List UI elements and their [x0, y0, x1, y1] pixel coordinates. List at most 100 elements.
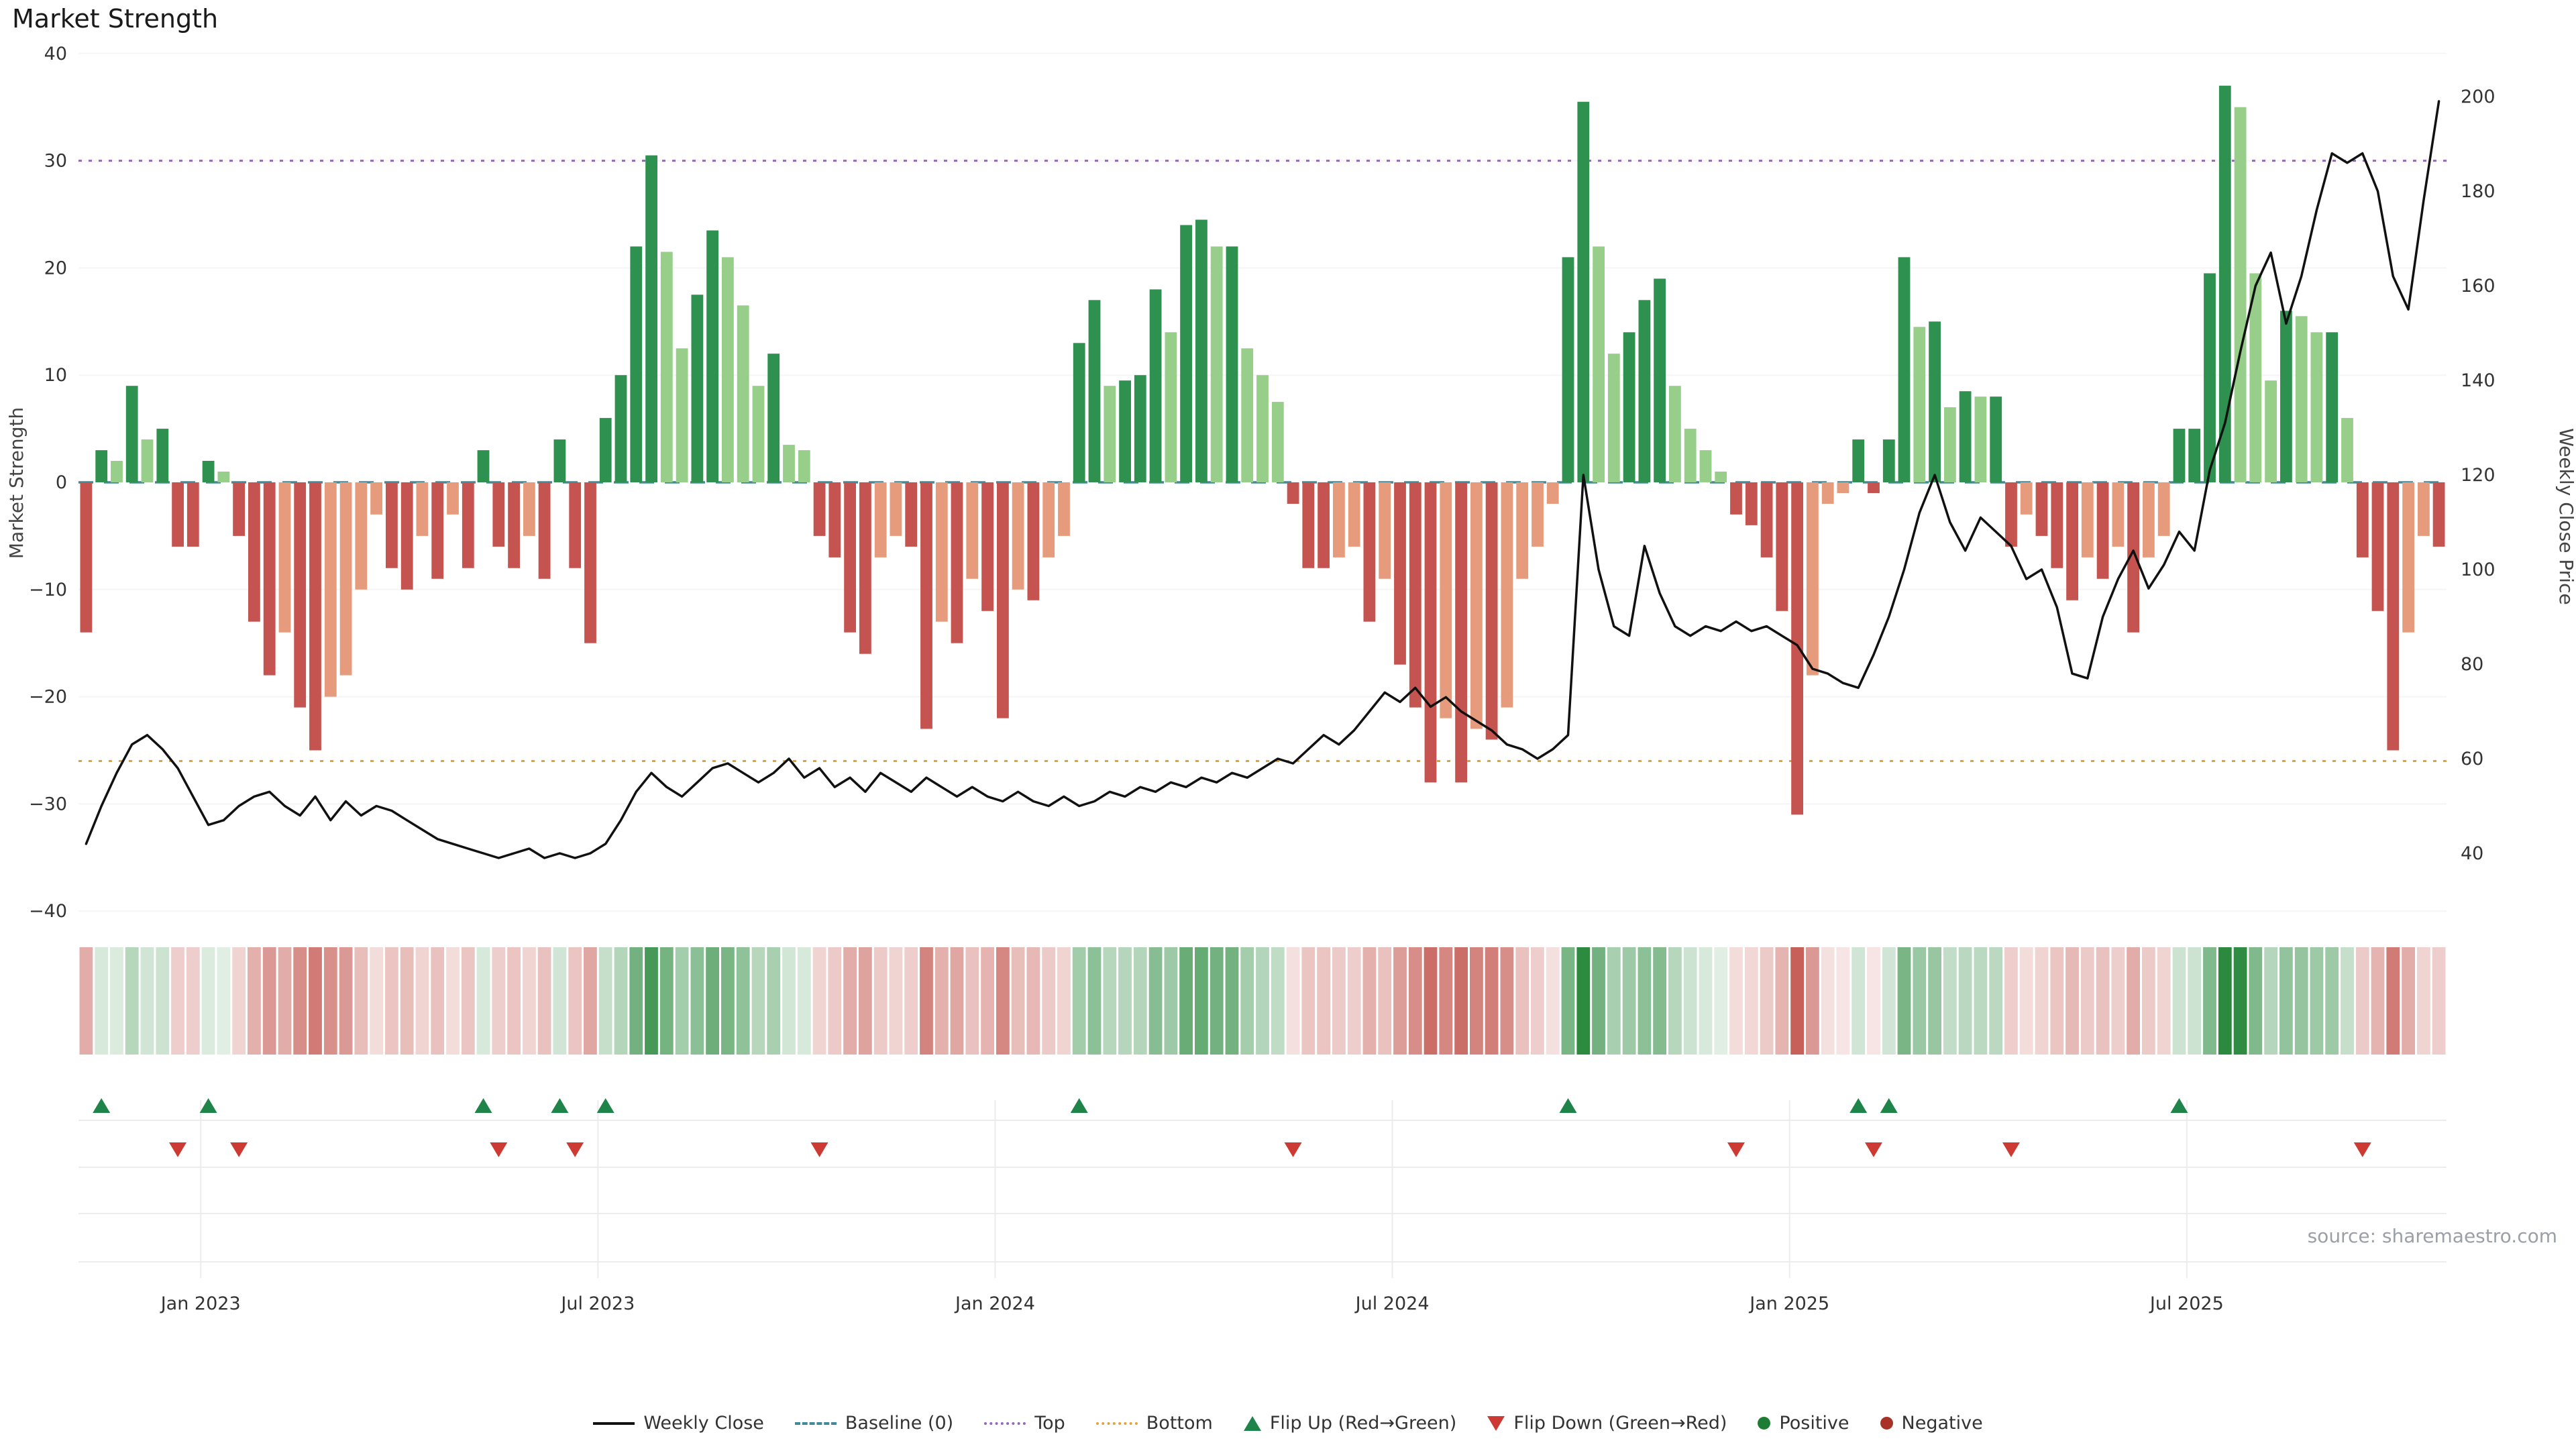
heatmap-cell — [1026, 947, 1040, 1055]
strength-bar — [1104, 386, 1116, 482]
strength-bar — [2157, 482, 2170, 536]
strength-heatmap — [79, 947, 2446, 1055]
x-tick-label: Jan 2024 — [954, 1293, 1035, 1314]
heatmap-cell — [934, 947, 949, 1055]
heatmap-cell — [2172, 947, 2186, 1055]
heatmap-cell — [1485, 947, 1499, 1055]
strength-bar — [1180, 225, 1192, 482]
heatmap-cell — [1806, 947, 1819, 1055]
strength-bar — [538, 482, 551, 579]
heatmap-cell — [95, 947, 109, 1055]
flip-down-marker — [810, 1142, 828, 1157]
x-tick-label: Jul 2025 — [2149, 1293, 2224, 1314]
heatmap-cell — [675, 947, 689, 1055]
strength-bar — [1546, 482, 1559, 504]
strength-bar — [1791, 482, 1803, 815]
heatmap-cell — [1515, 947, 1529, 1055]
heatmap-cell — [186, 947, 200, 1055]
left-tick-label: 0 — [56, 472, 67, 493]
flip-up-marker — [93, 1098, 111, 1113]
strength-bar — [1868, 482, 1880, 493]
right-tick-label: 100 — [2461, 559, 2496, 580]
strength-bar — [1333, 482, 1345, 557]
strength-bar — [1959, 391, 1972, 482]
baseline-dash-sample — [794, 1421, 837, 1425]
heatmap-cell — [2417, 947, 2430, 1055]
strength-bar — [2204, 273, 2216, 482]
legend-item: Baseline (0) — [794, 1413, 954, 1434]
heatmap-cell — [598, 947, 612, 1055]
strength-bar — [1684, 429, 1697, 482]
heatmap-cell — [1011, 947, 1025, 1055]
legend-label: Baseline (0) — [845, 1413, 954, 1434]
heatmap-cell — [690, 947, 704, 1055]
flip-down-marker — [1864, 1142, 1882, 1157]
heatmap-cell — [751, 947, 765, 1055]
heatmap-cell — [537, 947, 551, 1055]
heatmap-cell — [1974, 947, 1988, 1055]
heatmap-cell — [278, 947, 292, 1055]
flip-up-marker — [2170, 1098, 2188, 1113]
strength-bar — [813, 482, 826, 536]
strength-bar — [156, 429, 169, 482]
flip-up-marker — [474, 1098, 492, 1113]
heatmap-cell — [2279, 947, 2293, 1055]
strength-bar — [783, 445, 795, 482]
heatmap-cell — [1897, 947, 1911, 1055]
heatmap-cell — [1470, 947, 1483, 1055]
positive-dot-icon — [1758, 1417, 1771, 1430]
heatmap-cell — [645, 947, 658, 1055]
weekly-close-line — [85, 100, 2440, 859]
heatmap-cell — [904, 947, 918, 1055]
heatmap-cell — [1867, 947, 1880, 1055]
strength-bar — [278, 482, 291, 633]
strength-bar — [2035, 482, 2048, 536]
right-tick-label: 180 — [2461, 181, 2496, 202]
heatmap-cell — [2096, 947, 2110, 1055]
source-text: source: sharemaestro.com — [2308, 1225, 2557, 1247]
strength-bar — [1990, 396, 2002, 482]
strength-bar — [1516, 482, 1529, 579]
right-tick-label: 140 — [2461, 370, 2496, 391]
right-tick-label: 120 — [2461, 465, 2496, 486]
strength-bar — [1256, 375, 1269, 482]
strength-bar — [1073, 343, 1085, 482]
heatmap-cell — [262, 947, 276, 1055]
heatmap-cell — [476, 947, 490, 1055]
strength-bar — [614, 375, 627, 482]
heatmap-cell — [2371, 947, 2385, 1055]
left-tick-label: −40 — [29, 901, 67, 922]
strength-bar — [630, 246, 643, 482]
right-axis-label: Weekly Close Price — [2555, 428, 2576, 604]
heatmap-cell — [1531, 947, 1544, 1055]
left-tick-label: 10 — [44, 365, 67, 386]
heatmap-cell — [1195, 947, 1208, 1055]
strength-bar — [1730, 482, 1742, 515]
heatmap-cell — [2065, 947, 2079, 1055]
strength-bar — [1088, 300, 1101, 482]
strength-bar — [1638, 300, 1651, 482]
heatmap-cell — [629, 947, 643, 1055]
strength-bar — [1501, 482, 1513, 708]
strength-bar — [1379, 482, 1391, 579]
right-tick-label: 200 — [2461, 87, 2496, 107]
heatmap-cell — [706, 947, 719, 1055]
legend-label: Flip Up (Red→Green) — [1269, 1413, 1457, 1434]
strength-bar — [1134, 375, 1146, 482]
flip-up-marker — [1849, 1098, 1868, 1113]
heatmap-cell — [1821, 947, 1835, 1055]
bottom-dotted-sample — [1095, 1421, 1138, 1425]
strength-bar — [2341, 418, 2353, 482]
strength-bar — [141, 439, 154, 482]
heatmap-cell — [859, 947, 872, 1055]
strength-bar — [508, 482, 520, 568]
heatmap-cell — [1744, 947, 1758, 1055]
strength-bar — [1974, 396, 1987, 482]
heatmap-cell — [1072, 947, 1086, 1055]
flip-down-marker — [2353, 1142, 2371, 1157]
strength-bar — [767, 354, 780, 482]
flip-up-marker — [1880, 1098, 1898, 1113]
legend-item: Positive — [1758, 1413, 1849, 1434]
